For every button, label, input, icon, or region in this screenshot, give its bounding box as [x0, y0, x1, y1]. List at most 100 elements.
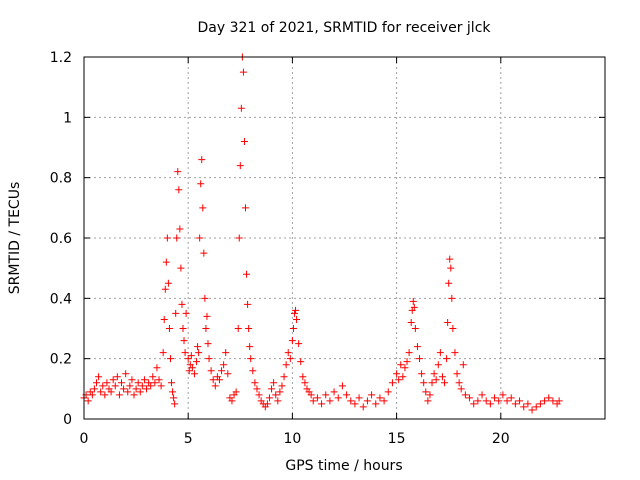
data-point — [244, 300, 252, 308]
data-point — [161, 285, 169, 293]
data-point — [159, 349, 167, 357]
data-point — [243, 270, 251, 278]
data-point — [405, 349, 413, 357]
data-point — [136, 388, 144, 396]
data-point — [380, 397, 388, 405]
x-axis-label: GPS time / hours — [285, 458, 402, 474]
data-point — [503, 397, 511, 405]
data-point — [190, 370, 198, 378]
data-point — [268, 385, 276, 393]
data-point — [448, 294, 456, 302]
data-point — [444, 318, 452, 326]
data-point — [84, 397, 92, 405]
data-point — [215, 376, 223, 384]
data-point — [438, 373, 446, 381]
data-point — [207, 367, 215, 375]
data-point — [177, 264, 185, 272]
data-point — [174, 168, 182, 176]
data-point — [410, 303, 418, 311]
data-point — [103, 379, 111, 387]
data-point — [184, 355, 192, 363]
data-point — [153, 364, 161, 372]
data-point — [118, 379, 126, 387]
x-tick-label: 5 — [184, 431, 193, 447]
data-point — [478, 391, 486, 399]
data-point — [420, 379, 428, 387]
data-point — [426, 391, 434, 399]
data-point — [549, 397, 557, 405]
data-point — [130, 391, 138, 399]
data-point — [237, 104, 245, 112]
data-point — [128, 376, 136, 384]
data-point — [187, 352, 195, 360]
data-point — [491, 394, 499, 402]
data-point — [90, 385, 98, 393]
data-point — [134, 379, 142, 387]
data-point — [451, 349, 459, 357]
data-point — [168, 379, 176, 387]
data-point — [376, 394, 384, 402]
data-point — [165, 325, 173, 332]
data-point — [201, 294, 209, 302]
data-point — [524, 400, 532, 408]
data-point — [109, 376, 117, 384]
data-point — [555, 397, 563, 405]
data-point — [307, 391, 315, 399]
data-point — [313, 394, 321, 402]
data-point — [97, 388, 105, 396]
y-tick-label: 0.4 — [50, 291, 72, 307]
y-tick-label: 0.2 — [50, 352, 72, 368]
data-point — [413, 343, 421, 351]
data-point — [397, 361, 405, 369]
data-point — [443, 355, 451, 363]
data-point — [115, 391, 123, 399]
data-point — [288, 337, 296, 345]
data-point — [199, 204, 207, 212]
data-point — [99, 382, 107, 390]
data-point — [309, 397, 317, 405]
y-tick-label: 0 — [63, 412, 72, 428]
data-point — [173, 234, 181, 242]
data-point — [147, 382, 155, 390]
data-point — [295, 340, 303, 348]
data-point — [372, 400, 380, 408]
data-point — [445, 279, 453, 287]
data-point — [511, 400, 519, 408]
data-point — [384, 388, 392, 396]
grid-lines — [84, 57, 605, 419]
data-point — [179, 325, 187, 332]
data-point — [178, 300, 186, 308]
data-point — [422, 388, 430, 396]
data-point — [171, 400, 179, 408]
data-point — [388, 379, 396, 387]
data-point — [195, 349, 203, 357]
data-point — [172, 309, 180, 317]
data-point — [334, 394, 342, 402]
data-point — [185, 367, 193, 375]
data-point — [166, 355, 174, 363]
data-point — [280, 373, 288, 381]
data-point — [318, 400, 326, 408]
data-point — [251, 379, 259, 387]
data-point — [240, 137, 248, 145]
data-point — [430, 370, 438, 378]
data-point — [409, 297, 417, 305]
data-point — [457, 385, 465, 393]
data-point — [204, 340, 212, 348]
data-point — [111, 382, 119, 390]
data-point — [113, 373, 121, 381]
data-point — [545, 394, 553, 402]
data-point — [245, 325, 253, 332]
data-point — [88, 391, 96, 399]
data-point — [138, 382, 146, 390]
data-point — [532, 403, 540, 411]
data-point — [516, 397, 524, 405]
data-point — [236, 162, 244, 170]
data-point — [434, 361, 442, 369]
data-point — [247, 355, 255, 363]
data-point — [536, 400, 544, 408]
data-point — [347, 397, 355, 405]
data-point — [407, 318, 415, 326]
data-point — [120, 385, 128, 393]
